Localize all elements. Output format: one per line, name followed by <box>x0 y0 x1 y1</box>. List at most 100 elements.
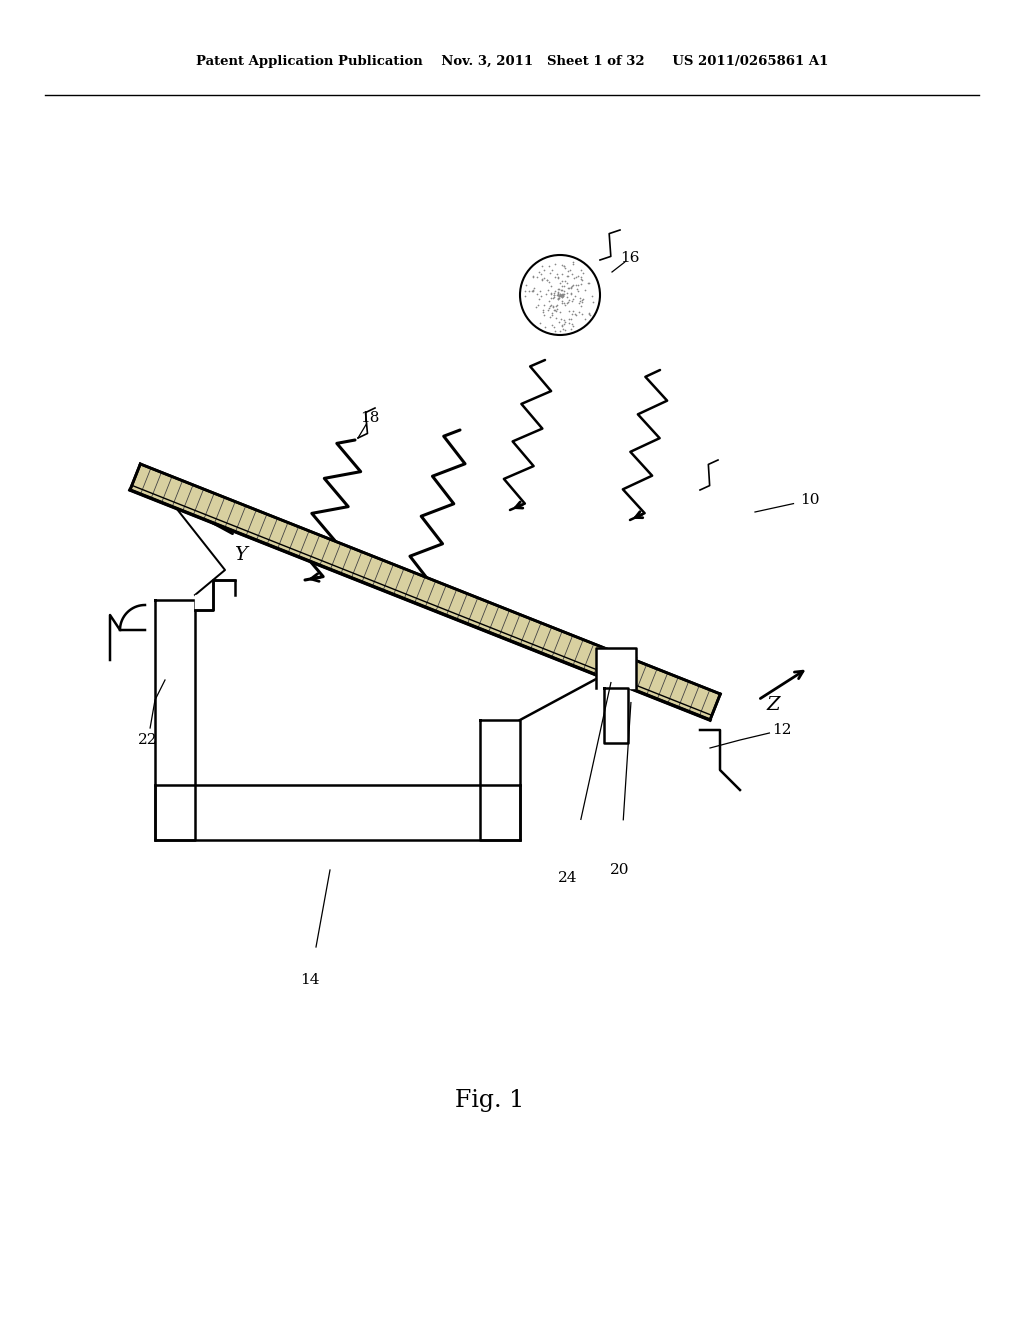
Point <box>580 273 596 294</box>
Point <box>538 284 554 305</box>
Point <box>527 297 544 318</box>
Point <box>536 260 552 281</box>
Point <box>573 289 590 310</box>
Point <box>557 319 573 341</box>
Point <box>562 284 579 305</box>
Point <box>560 309 577 330</box>
Point <box>554 255 570 276</box>
Point <box>564 276 581 297</box>
Point <box>539 269 555 290</box>
Point <box>557 294 573 315</box>
Point <box>546 286 562 308</box>
Point <box>574 261 591 282</box>
Point <box>571 301 588 322</box>
Point <box>563 318 580 339</box>
Polygon shape <box>155 601 195 840</box>
Point <box>556 281 572 302</box>
Point <box>543 276 559 297</box>
Point <box>556 313 572 334</box>
Point <box>553 285 569 306</box>
Point <box>541 256 557 277</box>
Point <box>569 279 586 300</box>
Point <box>532 280 549 301</box>
Point <box>559 265 575 286</box>
Point <box>520 281 537 302</box>
Point <box>581 304 597 325</box>
Point <box>542 306 558 327</box>
Point <box>551 288 567 309</box>
Point <box>564 304 581 325</box>
Point <box>554 319 570 341</box>
Point <box>554 293 570 314</box>
Polygon shape <box>596 648 636 688</box>
Point <box>557 257 573 279</box>
Point <box>561 301 578 322</box>
Point <box>556 255 572 276</box>
Point <box>550 288 566 309</box>
Point <box>541 290 557 312</box>
Text: 18: 18 <box>360 411 380 425</box>
Point <box>524 280 541 301</box>
Point <box>573 260 590 281</box>
Point <box>548 300 564 321</box>
Point <box>550 282 566 304</box>
Point <box>550 267 566 288</box>
Point <box>534 255 550 276</box>
Text: Patent Application Publication    Nov. 3, 2011   Sheet 1 of 32      US 2011/0265: Patent Application Publication Nov. 3, 2… <box>196 55 828 69</box>
Point <box>584 285 600 306</box>
Point <box>555 293 571 314</box>
Point <box>556 275 572 296</box>
Point <box>561 313 578 334</box>
Point <box>517 285 534 306</box>
Point <box>552 285 568 306</box>
Point <box>543 263 559 284</box>
Point <box>555 309 571 330</box>
Point <box>567 275 584 296</box>
Point <box>550 268 566 289</box>
Text: 22: 22 <box>138 733 158 747</box>
Point <box>529 267 546 288</box>
Point <box>530 288 547 309</box>
Point <box>553 308 569 329</box>
Point <box>568 267 585 288</box>
Point <box>566 304 583 325</box>
Point <box>559 282 575 304</box>
Point <box>571 286 588 308</box>
Point <box>572 268 589 289</box>
Text: 16: 16 <box>621 251 640 265</box>
Point <box>534 269 550 290</box>
Point <box>560 290 577 312</box>
Point <box>564 275 581 296</box>
Point <box>545 296 561 317</box>
Point <box>581 302 597 323</box>
Point <box>566 267 583 288</box>
Text: Fig. 1: Fig. 1 <box>456 1089 524 1111</box>
Point <box>560 265 577 286</box>
Point <box>554 290 570 312</box>
Point <box>528 284 545 305</box>
Point <box>536 294 552 315</box>
Point <box>516 280 532 301</box>
Point <box>573 296 590 317</box>
Point <box>550 281 566 302</box>
Point <box>552 285 568 306</box>
Point <box>553 285 569 306</box>
Point <box>564 313 581 334</box>
Point <box>559 272 575 293</box>
Point <box>565 315 582 337</box>
Point <box>560 277 577 298</box>
Point <box>524 280 541 301</box>
Point <box>543 282 559 304</box>
Point <box>574 292 591 313</box>
Point <box>549 298 565 319</box>
Point <box>563 309 580 330</box>
Point <box>559 286 575 308</box>
Point <box>565 289 582 310</box>
Point <box>523 280 540 301</box>
Point <box>550 282 566 304</box>
Point <box>535 300 551 321</box>
Point <box>554 271 570 292</box>
Point <box>557 312 573 333</box>
Point <box>561 260 578 281</box>
Point <box>551 312 567 333</box>
